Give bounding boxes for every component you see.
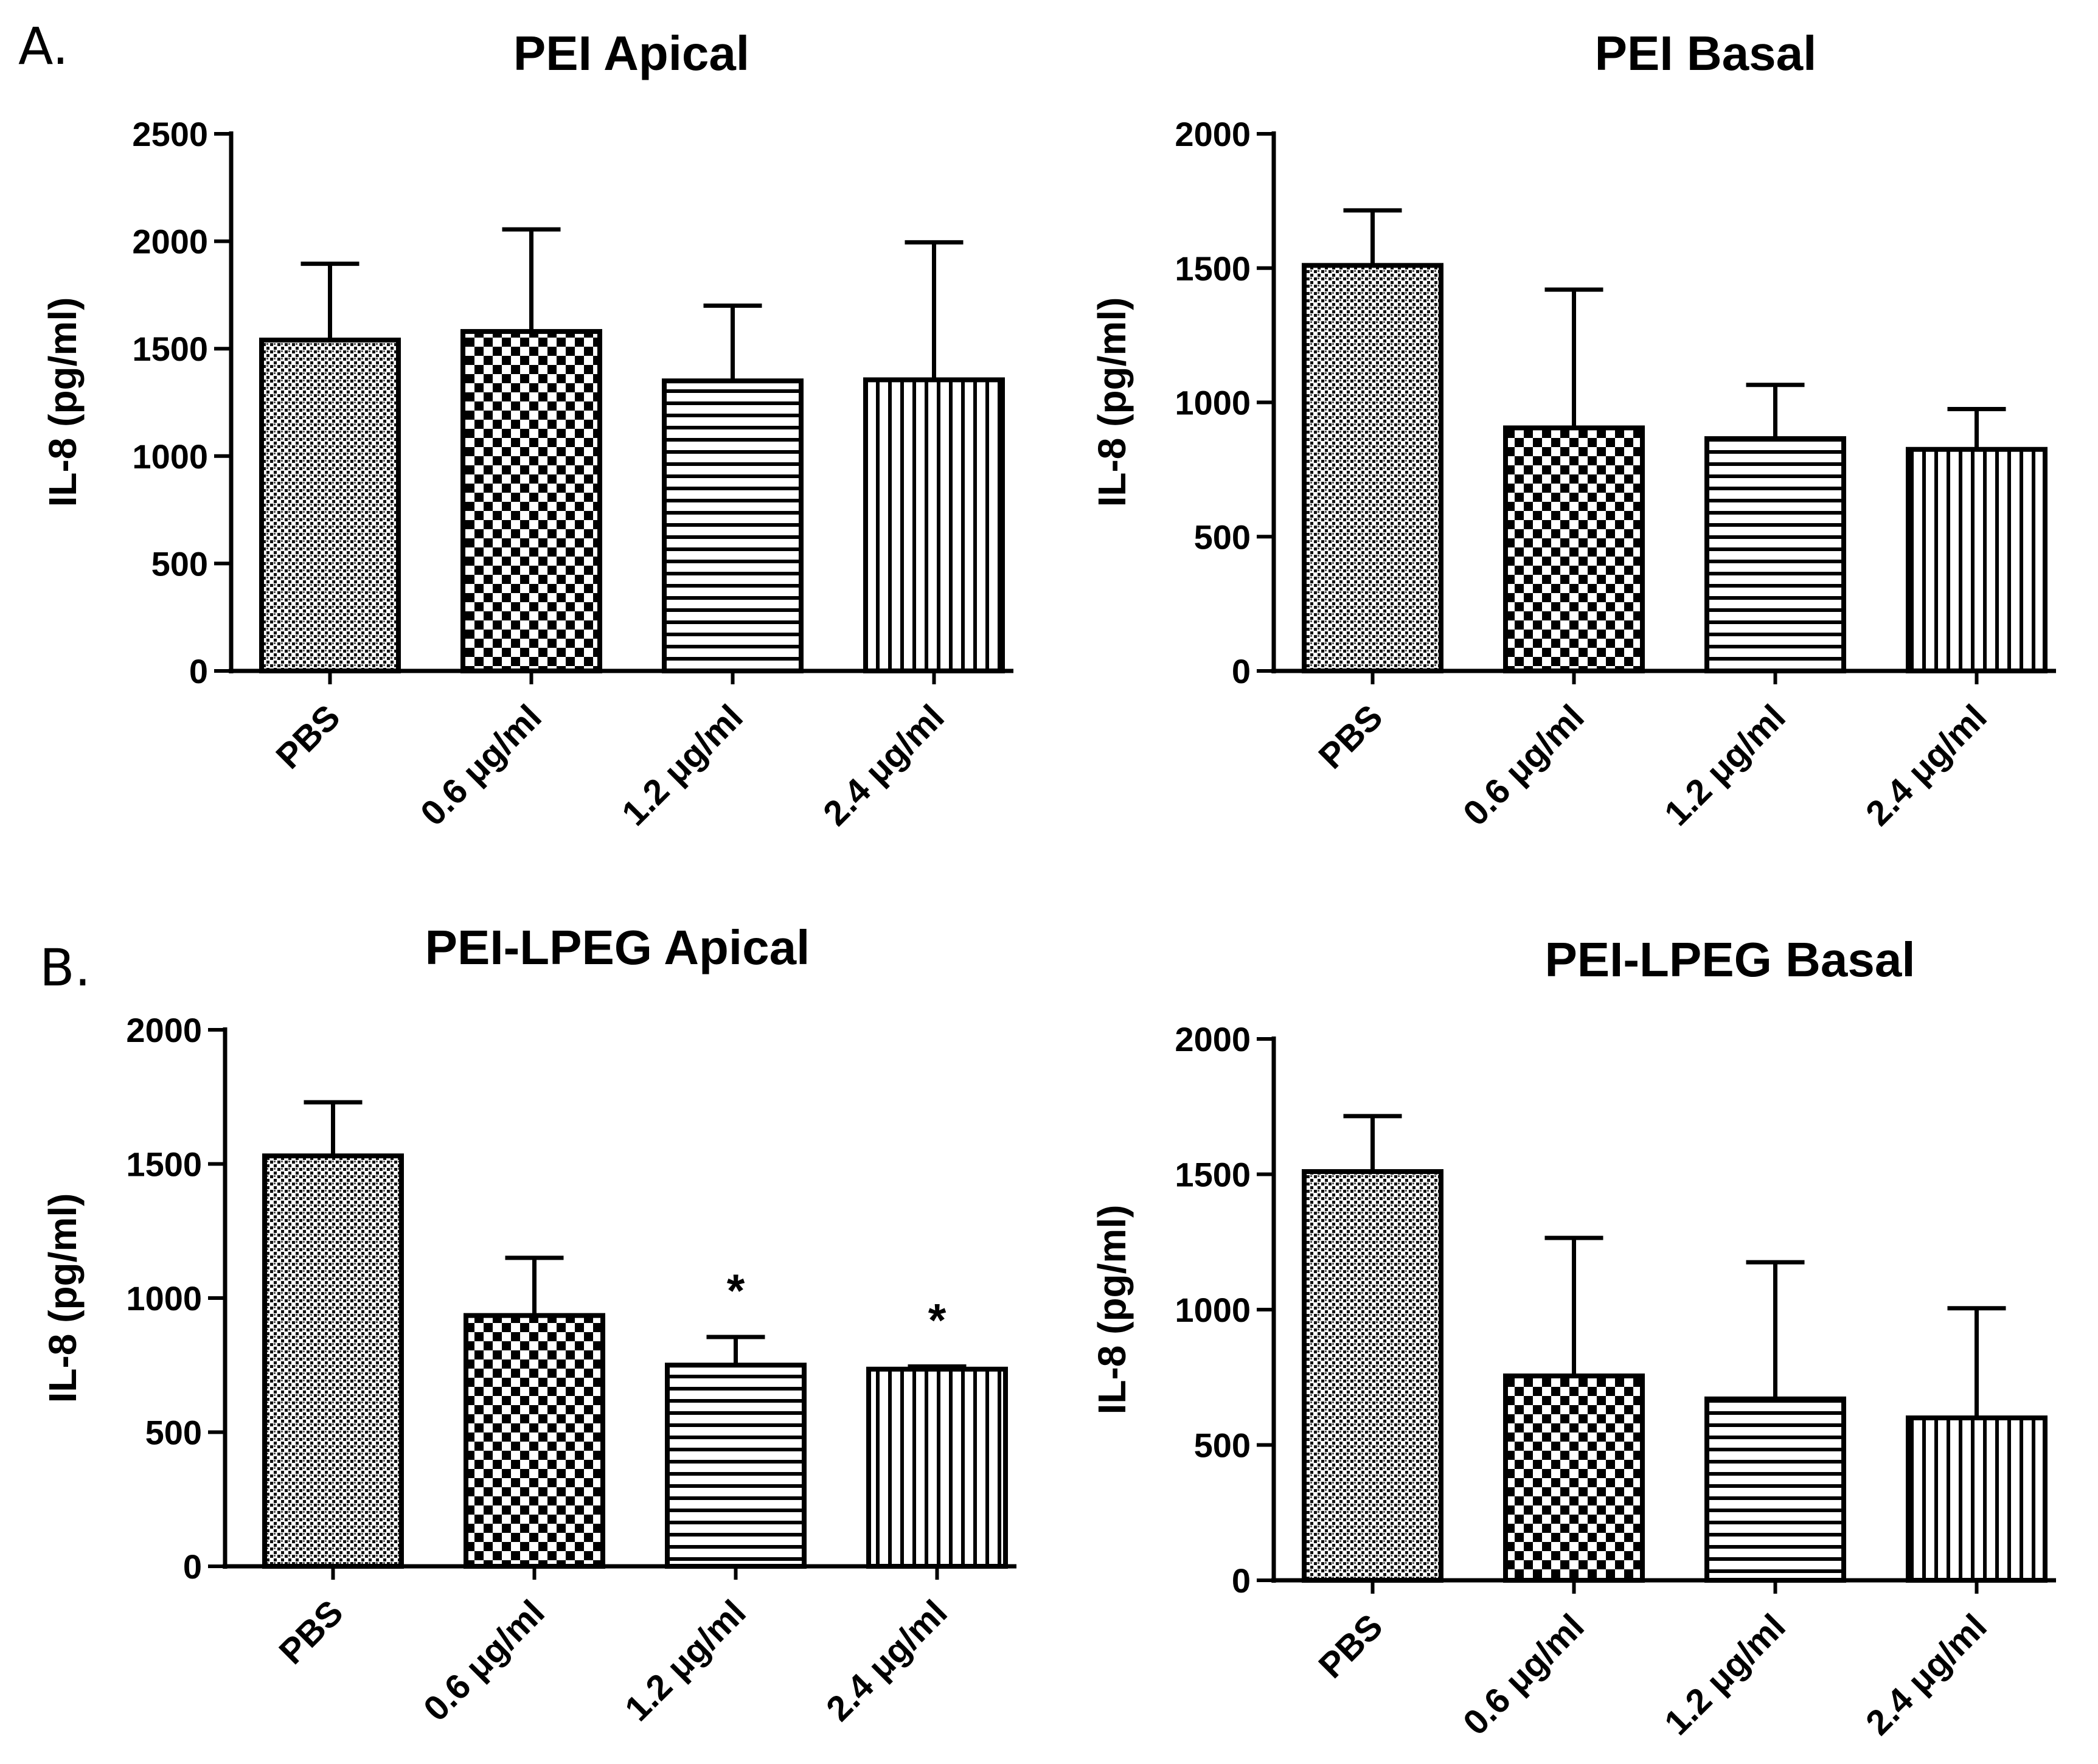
y-tick-label: 500 [1194,1426,1251,1465]
y-tick-label: 500 [145,1414,202,1452]
y-tick-label: 1000 [132,437,208,476]
y-axis-label: IL-8 (pg/ml) [1090,297,1134,507]
bar-0-6-g-ml [1503,1373,1645,1583]
y-tick-label: 1000 [126,1279,202,1318]
bar-1-2-g-ml [665,1363,807,1569]
category-label-2-4-g-ml: 2.4 μg/ml [816,697,952,833]
bar-2-4-g-ml [866,1366,1008,1569]
category-label-0-6-g-ml: 0.6 μg/ml [1456,697,1592,833]
chart-pei-basal: PEI Basal IL-8 (pg/ml) PBS 0.6 μg/ml 1.2 μg/… [1090,26,2056,833]
bar-pbs [1302,1169,1443,1583]
y-tick-label: 1500 [132,330,208,368]
bar-pbs [259,338,401,673]
y-tick-label: 0 [183,1547,202,1586]
category-label-2-4-g-ml: 2.4 μg/ml [1858,1606,1995,1743]
category-label-1-2-g-ml: 1.2 μg/ml [617,1592,754,1729]
y-axis-label: IL-8 (pg/ml) [1090,1205,1134,1415]
bar-pbs [262,1153,404,1569]
category-label-1-2-g-ml: 1.2 μg/ml [1657,1606,1793,1743]
chart-pei-lpeg-apical: PEI-LPEG Apical IL-8 (pg/ml) PBS 0.6 μg/ml 1… [41,920,1016,1729]
y-tick-label: 0 [189,652,208,690]
y-tick-label: 1000 [1175,384,1251,422]
chart-title: PEI-LPEG Basal [1544,932,1915,987]
y-tick-label: 2500 [132,115,208,153]
chart-title: PEI Apical [513,26,749,80]
bar-1-2-g-ml [1704,436,1846,673]
chart-pei-apical: PEI Apical IL-8 (pg/ml) PBS 0.6 μg/ml 1.2 μg… [41,26,1013,833]
y-axis-label: IL-8 (pg/ml) [41,1193,85,1403]
y-axis-label: IL-8 (pg/ml) [41,297,85,507]
y-tick-label: 1500 [126,1145,202,1184]
y-tick-label: 1500 [1175,1156,1251,1194]
category-label-pbs: PBS [268,697,347,776]
y-tick-label: 1000 [1175,1291,1251,1329]
y-tick-label: 1500 [1175,249,1251,288]
category-label-pbs: PBS [271,1592,350,1672]
bar-0-6-g-ml [1503,425,1645,673]
bar-1-2-g-ml [662,378,804,673]
panel-label-b: B. [40,938,91,998]
category-label-0-6-g-ml: 0.6 μg/ml [413,697,549,833]
bar-0-6-g-ml [460,328,602,673]
y-tick-label: 2000 [126,1011,202,1049]
y-tick-label: 2000 [132,223,208,261]
bar-2-4-g-ml [1906,1415,2048,1583]
y-tick-label: 0 [1232,652,1251,690]
category-label-0-6-g-ml: 0.6 μg/ml [416,1592,552,1729]
panel-label-a: A. [18,16,69,76]
bar-pbs [1302,263,1443,673]
category-label-2-4-g-ml: 2.4 μg/ml [819,1592,955,1729]
bar-2-4-g-ml [863,377,1005,673]
chart-title: PEI Basal [1595,26,1817,80]
y-tick-label: 2000 [1175,1020,1251,1058]
category-label-1-2-g-ml: 1.2 μg/ml [614,697,751,833]
y-tick-label: 0 [1232,1561,1251,1600]
y-tick-label: 500 [151,544,208,583]
bar-2-4-g-ml [1906,446,2048,673]
category-label-pbs: PBS [1311,1606,1390,1686]
category-label-0-6-g-ml: 0.6 μg/ml [1456,1606,1592,1743]
bar-1-2-g-ml [1704,1396,1846,1583]
chart-pei-lpeg-basal: PEI-LPEG Basal IL-8 (pg/ml) PBS 0.6 μg/ml 1.… [1090,932,2056,1743]
category-label-2-4-g-ml: 2.4 μg/ml [1858,697,1995,833]
chart-title: PEI-LPEG Apical [425,920,810,974]
category-label-1-2-g-ml: 1.2 μg/ml [1657,697,1793,833]
category-label-pbs: PBS [1311,697,1390,776]
y-tick-label: 2000 [1175,115,1251,153]
significance-star-2-4-g-ml: * [928,1294,947,1346]
bar-0-6-g-ml [464,1313,605,1569]
significance-star-1-2-g-ml: * [727,1265,745,1317]
y-tick-label: 500 [1194,518,1251,556]
